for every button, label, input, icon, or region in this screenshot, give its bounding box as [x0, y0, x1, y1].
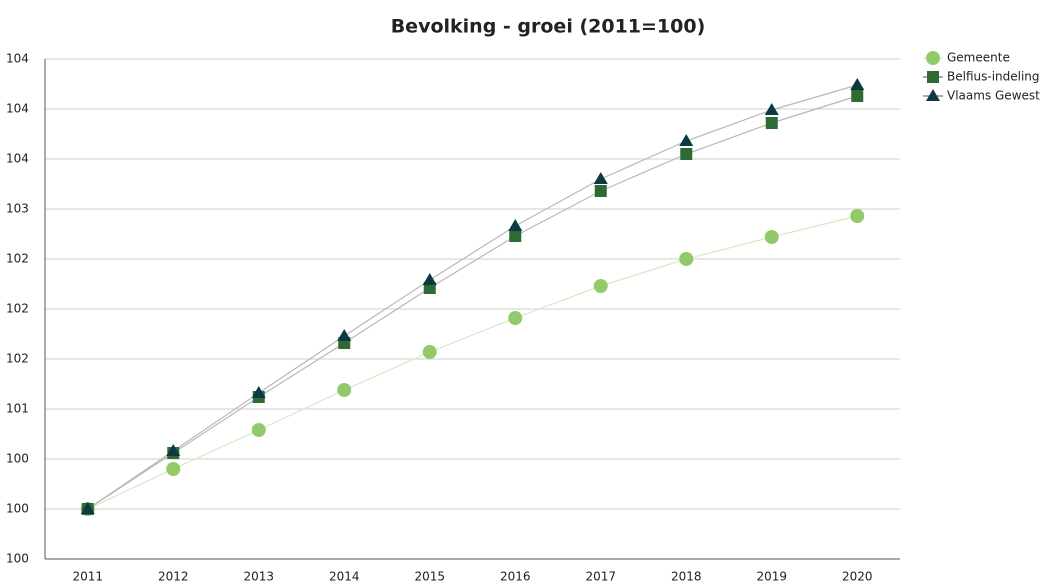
marker	[337, 383, 352, 397]
y-tick-label: 104	[6, 152, 29, 166]
x-tick-label: 2011	[72, 570, 103, 584]
marker	[422, 345, 437, 359]
legend-label: Vlaams Gewest	[947, 89, 1040, 103]
marker	[593, 279, 608, 293]
chart-title: Bevolking - groei (2011=100)	[391, 16, 706, 38]
x-tick-label: 2017	[585, 570, 616, 584]
series-line	[87, 95, 858, 510]
y-tick-label: 100	[6, 502, 29, 516]
marker	[679, 134, 694, 146]
marker	[251, 386, 266, 398]
marker	[765, 117, 778, 129]
marker	[594, 185, 607, 197]
marker	[850, 209, 865, 223]
x-tick-label: 2013	[243, 570, 274, 584]
y-tick-label: 103	[6, 202, 29, 216]
marker	[927, 71, 939, 83]
marker	[764, 230, 779, 244]
marker	[166, 462, 181, 476]
series-line	[87, 84, 858, 510]
marker	[337, 329, 352, 341]
y-tick-label: 104	[6, 102, 29, 116]
y-tick-label: 100	[6, 552, 29, 566]
marker	[509, 230, 522, 242]
marker	[679, 252, 694, 266]
marker	[508, 311, 523, 325]
y-tick-label: 102	[6, 352, 29, 366]
series-line	[87, 215, 858, 510]
marker	[593, 172, 608, 184]
marker	[926, 51, 940, 65]
legend-label: Belfius-indeling	[947, 70, 1040, 84]
x-tick-label: 2014	[329, 570, 360, 584]
marker	[166, 444, 181, 456]
marker	[80, 502, 95, 514]
x-tick-label: 2018	[671, 570, 702, 584]
marker	[926, 89, 940, 101]
legend-label: Gemeente	[947, 51, 1010, 65]
marker	[764, 103, 779, 115]
x-tick-label: 2020	[842, 570, 873, 584]
y-tick-label: 102	[6, 302, 29, 316]
y-tick-label: 102	[6, 252, 29, 266]
marker	[851, 90, 864, 102]
y-tick-label: 101	[6, 402, 29, 416]
x-tick-label: 2019	[756, 570, 787, 584]
y-tick-label: 100	[6, 452, 29, 466]
marker	[680, 148, 693, 160]
x-tick-label: 2016	[500, 570, 531, 584]
x-tick-label: 2015	[414, 570, 445, 584]
marker	[508, 219, 523, 231]
marker	[850, 78, 865, 90]
marker	[251, 423, 266, 437]
x-tick-label: 2012	[158, 570, 189, 584]
y-tick-label: 104	[6, 52, 29, 66]
marker	[422, 273, 437, 285]
